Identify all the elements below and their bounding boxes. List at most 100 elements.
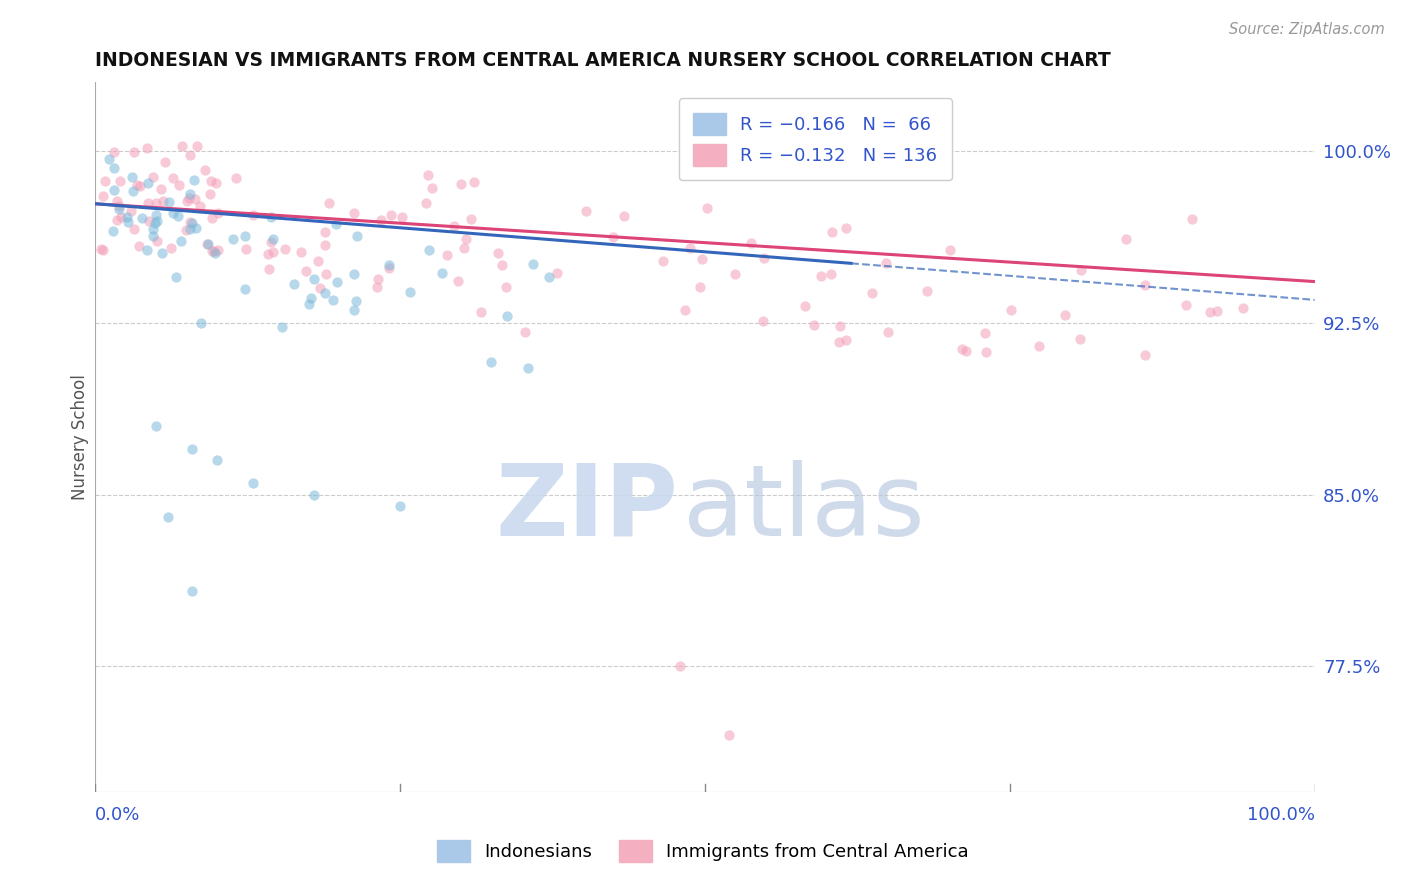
- Point: [298, 297, 321, 311]
- Point: [974, 344, 997, 359]
- Point: [150, 181, 173, 195]
- Point: [257, 247, 280, 261]
- Point: [803, 318, 825, 332]
- Point: [326, 276, 349, 290]
- Point: [463, 175, 485, 189]
- Point: [877, 325, 900, 339]
- Point: [181, 442, 204, 456]
- Point: [314, 225, 336, 239]
- Point: [1175, 298, 1198, 312]
- Point: [167, 209, 190, 223]
- Point: [679, 241, 702, 255]
- Point: [370, 213, 392, 227]
- Point: [197, 236, 219, 251]
- Point: [167, 178, 190, 192]
- Point: [486, 246, 509, 260]
- Point: [188, 199, 211, 213]
- Point: [420, 181, 443, 195]
- Point: [325, 217, 347, 231]
- Point: [1053, 308, 1076, 322]
- Point: [125, 178, 148, 192]
- Text: INDONESIAN VS IMMIGRANTS FROM CENTRAL AMERICA NURSERY SCHOOL CORRELATION CHART: INDONESIAN VS IMMIGRANTS FROM CENTRAL AM…: [94, 51, 1111, 70]
- Point: [103, 145, 125, 159]
- Point: [105, 194, 128, 209]
- Point: [121, 169, 143, 184]
- Point: [689, 280, 711, 294]
- Point: [602, 230, 624, 244]
- Point: [146, 214, 169, 228]
- Point: [146, 234, 169, 248]
- Point: [143, 216, 166, 230]
- Point: [262, 245, 284, 260]
- Point: [1206, 304, 1229, 318]
- Point: [391, 210, 413, 224]
- Point: [416, 168, 439, 182]
- Point: [115, 210, 138, 224]
- Point: [200, 174, 222, 188]
- Point: [915, 284, 938, 298]
- Text: ZIP: ZIP: [495, 459, 678, 557]
- Point: [176, 194, 198, 208]
- Point: [145, 418, 167, 433]
- Point: [718, 728, 741, 742]
- Point: [152, 194, 174, 208]
- Point: [436, 248, 458, 262]
- Point: [314, 238, 336, 252]
- Point: [740, 236, 762, 251]
- Point: [145, 208, 167, 222]
- Point: [343, 267, 366, 281]
- Point: [157, 195, 180, 210]
- Point: [184, 192, 207, 206]
- Point: [117, 215, 139, 229]
- Point: [142, 222, 165, 236]
- Point: [522, 257, 544, 271]
- Point: [190, 316, 212, 330]
- Point: [90, 242, 112, 256]
- Point: [200, 187, 222, 202]
- Point: [938, 243, 960, 257]
- Point: [388, 499, 411, 513]
- Point: [304, 487, 326, 501]
- Point: [103, 183, 125, 197]
- Text: 0.0%: 0.0%: [94, 806, 141, 824]
- Point: [162, 170, 184, 185]
- Point: [346, 229, 368, 244]
- Point: [546, 266, 568, 280]
- Point: [201, 244, 224, 258]
- Point: [207, 243, 229, 257]
- Point: [181, 583, 204, 598]
- Point: [108, 202, 131, 216]
- Point: [1028, 339, 1050, 353]
- Point: [183, 173, 205, 187]
- Point: [513, 325, 536, 339]
- Point: [108, 173, 131, 187]
- Point: [495, 309, 517, 323]
- Point: [1069, 332, 1091, 346]
- Point: [974, 326, 997, 340]
- Point: [690, 252, 713, 267]
- Point: [262, 232, 284, 246]
- Point: [724, 267, 747, 281]
- Point: [205, 176, 228, 190]
- Point: [367, 271, 389, 285]
- Text: 100.0%: 100.0%: [1247, 806, 1315, 824]
- Point: [225, 170, 247, 185]
- Point: [283, 277, 305, 292]
- Point: [470, 304, 492, 318]
- Point: [1115, 232, 1137, 246]
- Point: [179, 221, 201, 235]
- Point: [1232, 301, 1254, 315]
- Point: [233, 228, 256, 243]
- Point: [181, 216, 204, 230]
- Point: [835, 220, 858, 235]
- Point: [207, 206, 229, 220]
- Point: [179, 187, 201, 202]
- Point: [128, 238, 150, 252]
- Point: [257, 262, 280, 277]
- Point: [343, 303, 366, 318]
- Point: [233, 282, 256, 296]
- Point: [828, 319, 851, 334]
- Point: [124, 145, 146, 160]
- Point: [538, 269, 561, 284]
- Point: [172, 139, 194, 153]
